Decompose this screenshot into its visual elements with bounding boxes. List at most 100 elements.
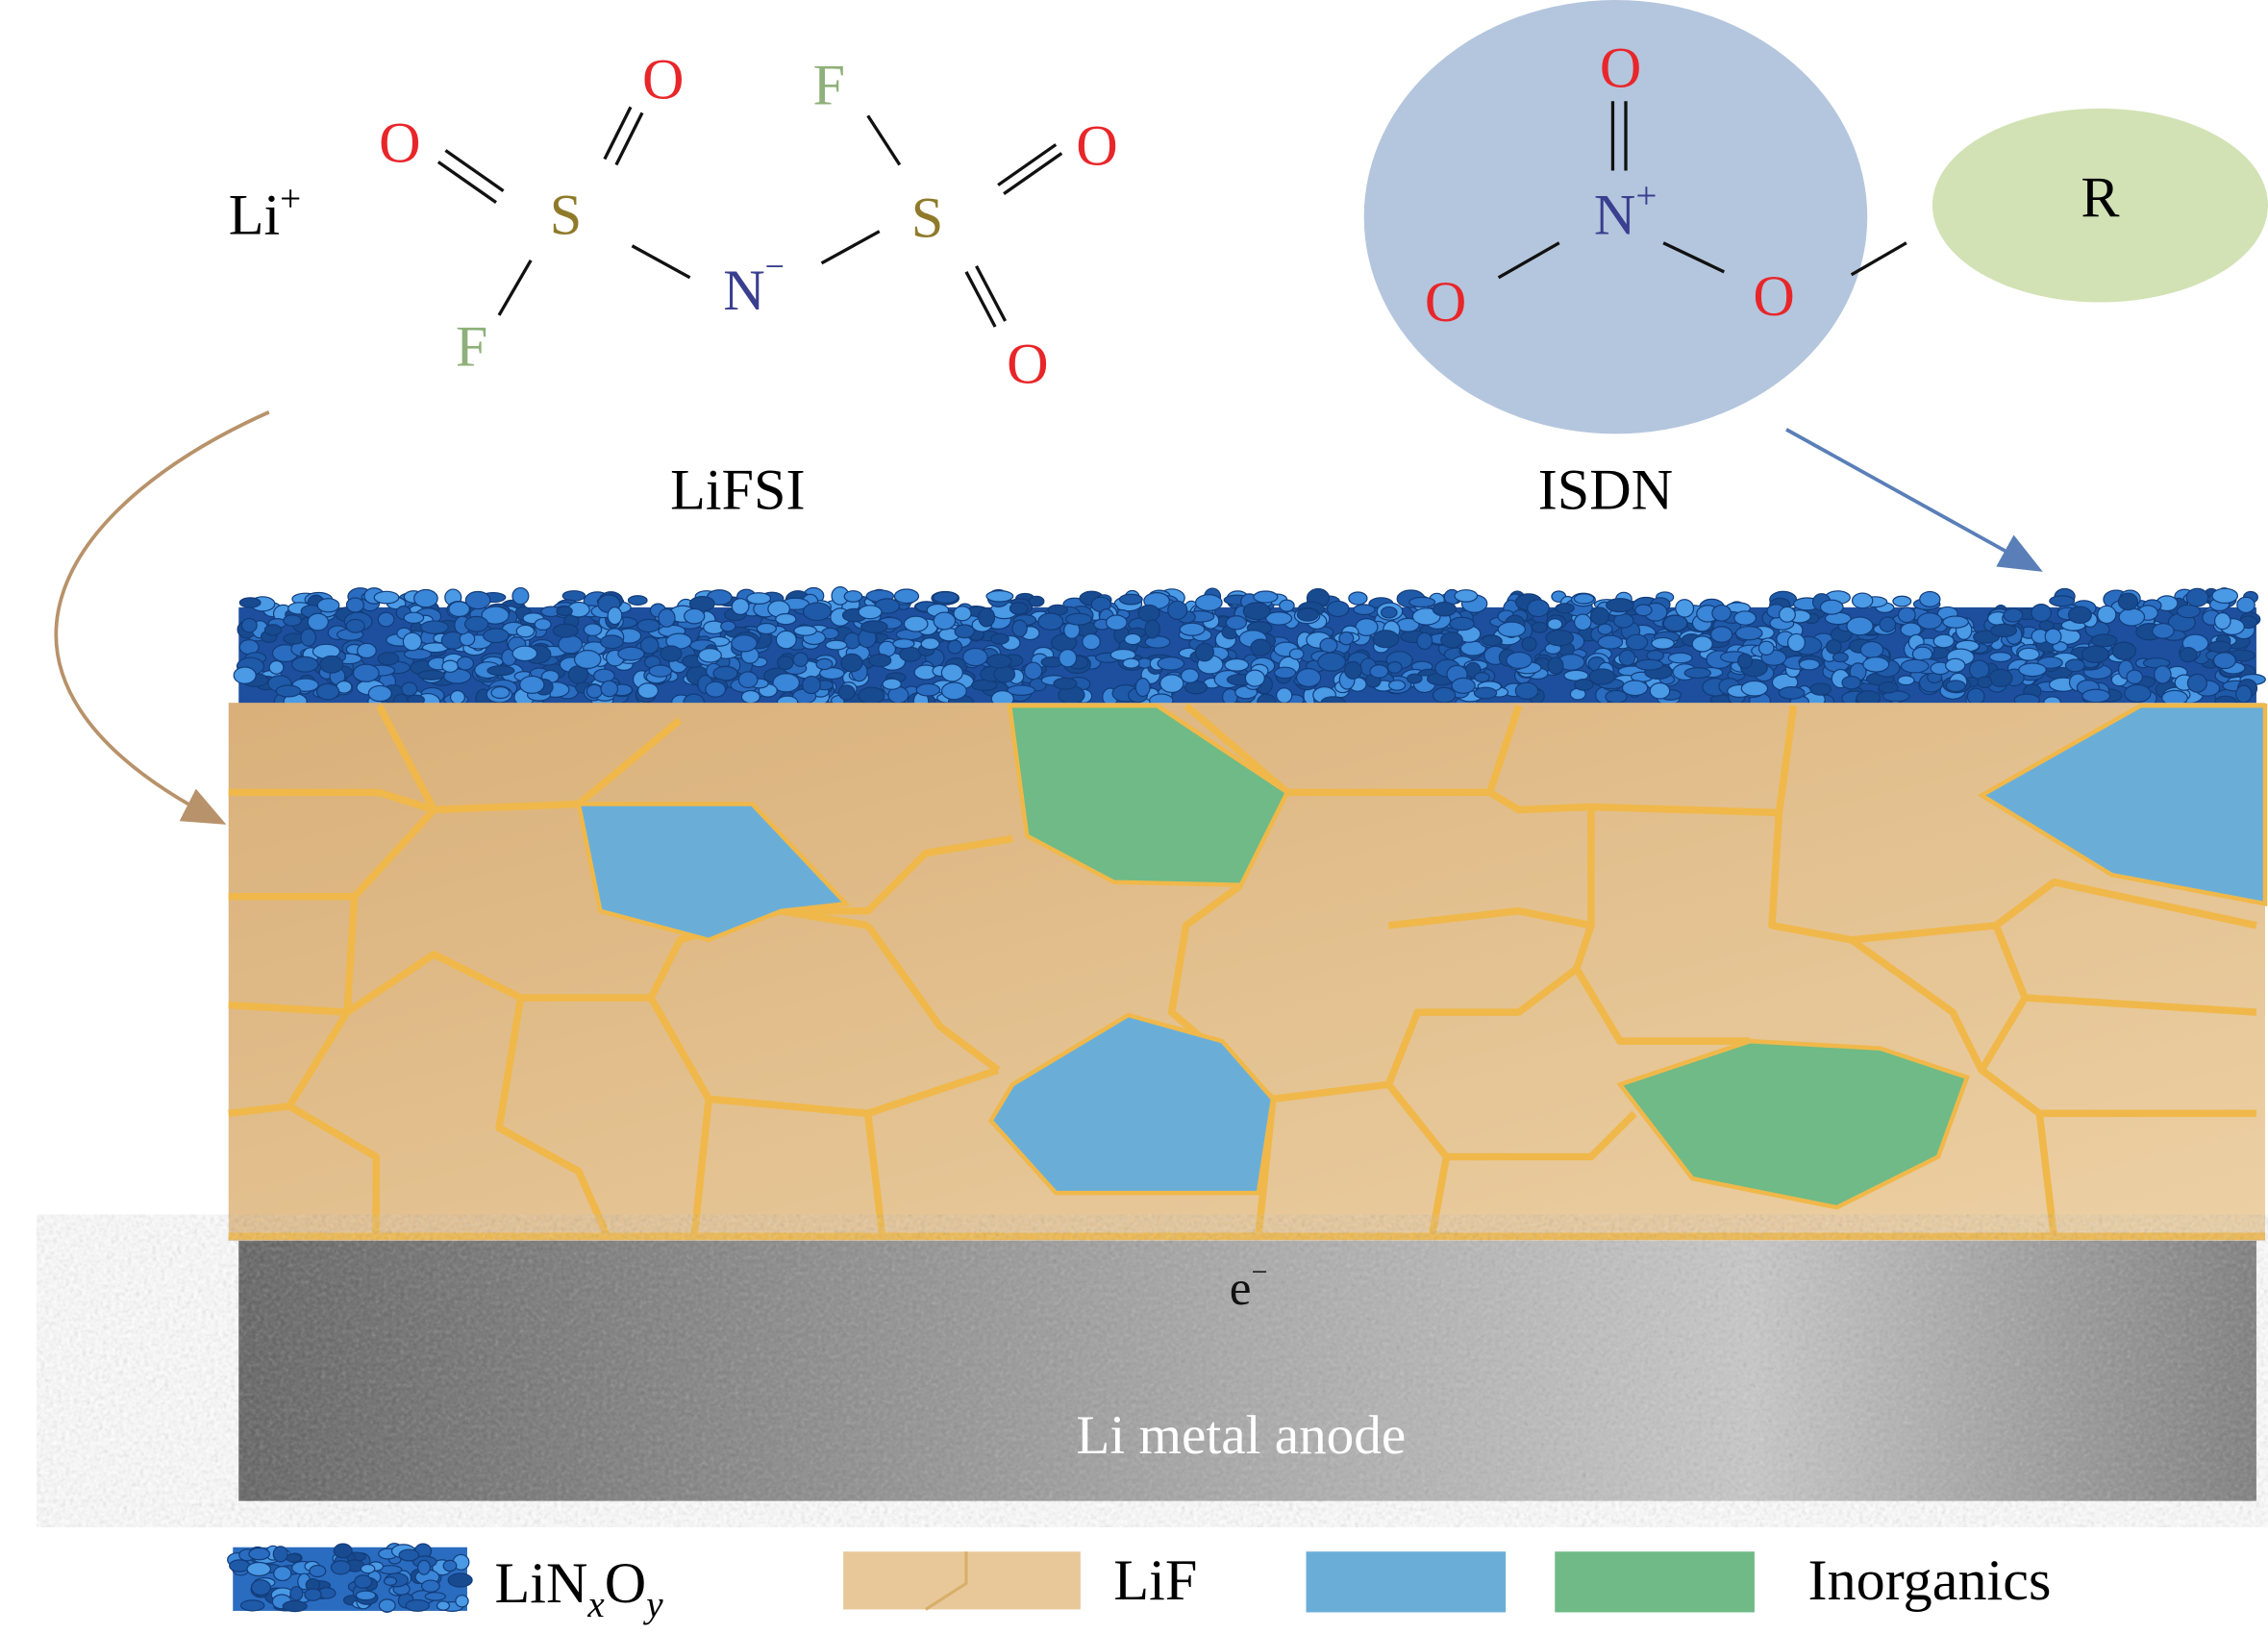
pebble xyxy=(600,680,619,698)
linxoy-pebbles xyxy=(233,585,2266,712)
pebble xyxy=(737,671,759,689)
pebble xyxy=(441,659,460,673)
pebble xyxy=(617,646,645,661)
linxoy-layer xyxy=(233,585,2266,712)
pebble xyxy=(1344,660,1362,680)
pebble xyxy=(776,655,794,671)
pebble xyxy=(354,1574,373,1589)
pebble xyxy=(1573,613,1592,631)
pebble xyxy=(658,607,676,628)
atom-o-left: O xyxy=(1425,270,1466,334)
atom-o-top: O xyxy=(1600,36,1641,100)
pebble xyxy=(1945,680,1966,693)
pebble xyxy=(268,659,285,675)
pebble xyxy=(424,1592,446,1601)
pebble xyxy=(1634,658,1664,671)
legend-swatch-inorganic-blue xyxy=(1306,1551,1507,1613)
pebble xyxy=(511,645,538,662)
pebble xyxy=(1683,667,1711,680)
pebble xyxy=(1024,661,1043,681)
pebble xyxy=(1531,621,1549,633)
pebble xyxy=(1058,648,1078,668)
pebble xyxy=(405,1598,431,1612)
pebble xyxy=(552,623,579,638)
pebble xyxy=(1563,669,1589,681)
pebble xyxy=(1988,668,2013,688)
pebble xyxy=(793,625,817,636)
pebble xyxy=(2117,592,2139,611)
pebble xyxy=(1841,676,1861,690)
pebble xyxy=(954,624,976,639)
pebble xyxy=(648,664,673,678)
pebble xyxy=(1514,681,1539,700)
pebble xyxy=(705,681,727,698)
pebble xyxy=(636,618,660,633)
legend-label-inorganics: Inorganics xyxy=(1808,1548,2052,1613)
pebble xyxy=(1879,616,1897,632)
pebble xyxy=(300,628,317,647)
pebble xyxy=(436,1600,451,1611)
pebble xyxy=(330,1560,352,1575)
pebble xyxy=(899,646,922,662)
pebble xyxy=(772,673,800,693)
pebble xyxy=(373,590,400,605)
inorganic-grain-green xyxy=(1616,1038,1970,1210)
pebble xyxy=(1244,669,1265,687)
pebble xyxy=(447,1572,473,1588)
pebble xyxy=(333,1543,353,1559)
pebble xyxy=(1432,601,1458,617)
pebble xyxy=(712,665,738,681)
pebble xyxy=(1319,637,1338,654)
pebble xyxy=(947,639,963,655)
pebble xyxy=(1167,600,1188,620)
pebble xyxy=(2044,628,2062,645)
pebble xyxy=(239,1599,265,1612)
pebble xyxy=(2236,596,2256,614)
pebble xyxy=(1667,652,1693,664)
pebble xyxy=(2081,688,2111,704)
pebble xyxy=(600,634,624,650)
pebble xyxy=(402,631,422,652)
pebble xyxy=(1250,638,1272,656)
lithium-cation: Li+ xyxy=(229,179,302,248)
pebble xyxy=(515,624,536,638)
pebble xyxy=(377,652,400,666)
r-group-ellipse xyxy=(1932,108,2268,303)
legend: LiNxOy LiF Inorganics xyxy=(227,1543,2052,1625)
bonds xyxy=(436,106,1063,328)
pebble xyxy=(511,586,530,606)
pebble xyxy=(1597,634,1624,650)
pebble xyxy=(1736,653,1753,669)
pebble xyxy=(1009,602,1029,615)
pebble xyxy=(1740,680,1769,697)
pebble xyxy=(993,665,1016,683)
atom-s2: S xyxy=(911,186,943,251)
pebble xyxy=(1474,672,1490,683)
pebble xyxy=(1897,675,1915,686)
atom-f1: F xyxy=(456,315,487,380)
pebble xyxy=(915,682,941,697)
pebble xyxy=(1932,633,1955,649)
pebble xyxy=(731,598,750,615)
pebble xyxy=(2037,656,2063,669)
pebble xyxy=(840,653,863,673)
pebble xyxy=(1242,602,1271,621)
pebble xyxy=(1966,687,1985,706)
pebble xyxy=(1521,636,1537,652)
pebble xyxy=(1440,631,1463,649)
pebble xyxy=(953,606,972,622)
pebble xyxy=(1778,606,1796,623)
pebble xyxy=(1919,590,1941,607)
pebble xyxy=(1709,626,1733,643)
pebble xyxy=(1547,618,1563,631)
pebble xyxy=(586,683,603,699)
pebble xyxy=(420,620,449,634)
pebble xyxy=(933,591,960,605)
pebble xyxy=(483,628,510,644)
inorganic-grain-blue xyxy=(987,1012,1276,1196)
pebble xyxy=(304,1588,322,1601)
pebble xyxy=(1118,593,1143,606)
pebble xyxy=(1473,686,1498,700)
pebble xyxy=(2154,665,2172,684)
